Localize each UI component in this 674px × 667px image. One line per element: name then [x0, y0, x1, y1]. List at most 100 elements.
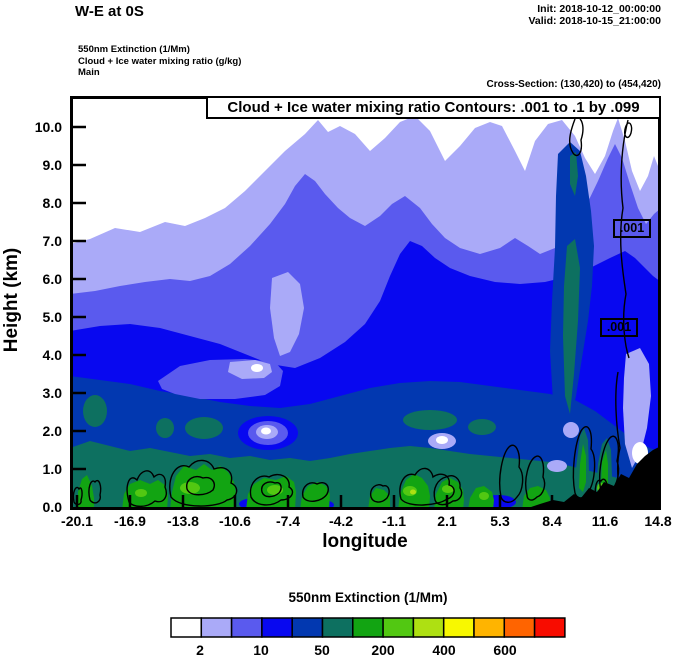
- x-tick-label: 11.6: [591, 513, 619, 529]
- y-tick-label: 9.0: [42, 157, 62, 173]
- x-axis-label: longitude: [322, 531, 408, 552]
- contour-loop: [369, 484, 390, 503]
- colorbar-value-label: 400: [432, 642, 456, 658]
- contour-loop: [261, 481, 282, 498]
- periwinkle-blob-core: [228, 360, 272, 379]
- field-domain-label: Main: [78, 67, 100, 78]
- x-tick-label: -10.6: [219, 513, 251, 529]
- pale-pocket-core: [436, 436, 448, 444]
- x-tick-label: -20.1: [61, 513, 93, 529]
- colorbar: [170, 617, 566, 638]
- colorbar-cell: [442, 617, 475, 638]
- x-tick-label: 5.3: [490, 513, 510, 529]
- colorbar-value-label: 600: [493, 642, 517, 658]
- x-tick-label: -7.4: [275, 513, 301, 529]
- clear-dot: [251, 364, 263, 372]
- colorbar-cell: [261, 617, 293, 638]
- green-surface-maxima: [78, 428, 636, 510]
- contour-deep-column-lower: [615, 371, 624, 506]
- x-tick-label: -1.1: [381, 513, 407, 529]
- x-tick-label: -13.8: [167, 513, 199, 529]
- y-tick-label: 6.0: [42, 271, 62, 287]
- field-list: 550nm Extinction (1/Mm) Cloud + Ice wate…: [78, 44, 241, 79]
- colorbar-cell: [352, 617, 384, 638]
- eye-white-core: [261, 427, 271, 435]
- contour-loop: [186, 475, 215, 496]
- y-axis-ticks: [73, 125, 86, 471]
- bright-green-dot: [180, 482, 200, 494]
- extinction-shading: [70, 96, 661, 510]
- plot-title-box: Cloud + Ice water mixing ratio Contours:…: [206, 96, 661, 119]
- colorbar-value-label: 200: [371, 642, 395, 658]
- contour-label-box: .001: [613, 219, 651, 238]
- colorbar-cell: [291, 617, 324, 638]
- contour-loop: [302, 482, 329, 502]
- bright-green-dot: [135, 489, 147, 497]
- colorbar-cell: [230, 617, 263, 638]
- pale-pocket: [547, 460, 567, 472]
- teal-blob: [185, 417, 223, 439]
- x-tick-label: 8.4: [542, 513, 562, 529]
- green-blob: [368, 488, 390, 510]
- init-time: Init: 2018-10-12_00:00:00: [537, 3, 661, 15]
- contour-loop: [572, 426, 596, 499]
- colorbar-cell: [533, 617, 566, 638]
- green-blob: [300, 482, 330, 510]
- terrain-silhouette: [522, 446, 661, 510]
- cross-section-plot: Cloud + Ice water mixing ratio Contours:…: [70, 96, 661, 510]
- contour-loop: [525, 455, 546, 501]
- colorbar-value-label: 10: [253, 642, 269, 658]
- contour-deep-column: [619, 119, 633, 359]
- colorbar-value-label: 2: [196, 642, 204, 658]
- colorbar-value-label: 50: [314, 642, 330, 658]
- y-tick-label: 8.0: [42, 195, 62, 211]
- run-times: Init: 2018-10-12_00:00:00 Valid: 2018-10…: [528, 3, 661, 27]
- right-column-teal-top: [570, 152, 578, 196]
- teal-blob: [403, 410, 457, 430]
- colorbar-title: 550nm Extinction (1/Mm): [288, 590, 448, 605]
- contour-loop: [126, 470, 167, 508]
- field-shaded-label: 550nm Extinction (1/Mm): [78, 44, 190, 55]
- green-blob: [170, 464, 236, 510]
- contour-plot-canvas: [70, 96, 661, 510]
- colorbar-cell: [503, 617, 536, 638]
- y-tick-label: 4.0: [42, 347, 62, 363]
- x-tick-label: -16.9: [114, 513, 146, 529]
- contour-loop: [249, 473, 294, 506]
- right-periwinkle-stripe: [623, 348, 651, 468]
- y-tick-label: 2.0: [42, 423, 62, 439]
- colorbar-cell: [412, 617, 445, 638]
- contour-loop: [499, 444, 524, 503]
- teal-blob: [83, 395, 107, 427]
- teal-blob: [468, 419, 496, 435]
- y-tick-label: 0.0: [42, 499, 62, 515]
- valid-time: Valid: 2018-10-15_21:00:00: [528, 15, 661, 27]
- colorbar-cells: [170, 617, 566, 638]
- contour-loop: [88, 479, 102, 504]
- x-tick-label: -4.2: [328, 513, 354, 529]
- contour-loop: [72, 486, 83, 506]
- green-column-core: [579, 444, 586, 492]
- y-tick-label: 5.0: [42, 309, 62, 325]
- colorbar-cell: [321, 617, 354, 638]
- x-tick-label: 2.1: [437, 513, 457, 529]
- x-axis-ticks: [75, 495, 660, 508]
- page-title: W-E at 0S: [75, 3, 144, 20]
- bright-green-dot: [479, 492, 489, 500]
- colorbar-cell: [170, 617, 203, 638]
- colorbar-cell: [200, 617, 233, 638]
- contour-open-top: [568, 118, 584, 157]
- contour-loop: [599, 435, 620, 496]
- colorbar-cell: [382, 617, 415, 638]
- bright-green-dot: [442, 485, 454, 493]
- pale-pocket: [563, 422, 579, 438]
- y-tick-label: 1.0: [42, 461, 62, 477]
- x-tick-label: 14.8: [644, 513, 672, 529]
- y-tick-label: 10.0: [34, 119, 62, 135]
- y-tick-label: 7.0: [42, 233, 62, 249]
- y-tick-label: 3.0: [42, 385, 62, 401]
- colorbar-cell: [473, 617, 506, 638]
- contour-loop: [399, 467, 455, 506]
- cross-section-coords: Cross-Section: (130,420) to (454,420): [486, 79, 661, 90]
